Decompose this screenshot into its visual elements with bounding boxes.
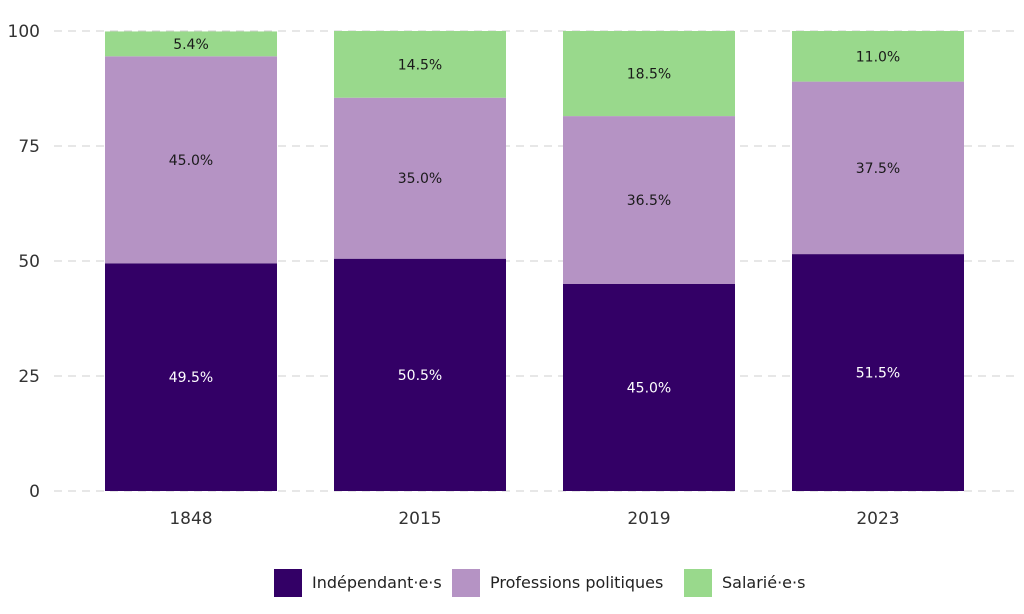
y-tick-label: 50 xyxy=(18,252,40,272)
bar-segment xyxy=(334,97,506,259)
legend-label: Salarié·e·s xyxy=(722,573,805,592)
data-label: 18.5% xyxy=(627,67,671,83)
data-labels: 49.5% 45.0% 5.4% 50.5% 35.0% 14.5% 45.0% 36.5% 1… xyxy=(169,37,900,397)
bar-segment xyxy=(792,31,964,82)
bar-segment xyxy=(105,31,277,57)
data-label: 45.0% xyxy=(169,153,213,169)
data-label: 49.5% xyxy=(169,370,213,386)
legend-swatch xyxy=(274,569,302,597)
data-label: 50.5% xyxy=(398,368,442,384)
data-label: 11.0% xyxy=(856,49,900,65)
bar-segment xyxy=(105,56,277,264)
legend-swatch xyxy=(452,569,480,597)
bar-segment xyxy=(105,263,277,491)
bar-segment xyxy=(563,284,735,491)
bar-segment xyxy=(563,116,735,284)
bar-segment xyxy=(334,258,506,491)
data-label: 14.5% xyxy=(398,57,442,73)
data-label: 51.5% xyxy=(856,366,900,382)
x-axis: 1848 2015 2019 2023 xyxy=(169,509,899,529)
data-label: 35.0% xyxy=(398,171,442,187)
data-label: 45.0% xyxy=(627,381,671,397)
legend-label: Indépendant·e·s xyxy=(312,573,442,592)
x-tick-label: 2015 xyxy=(398,509,441,529)
bar-segment xyxy=(563,31,735,117)
legend: Indépendant·e·s Professions politiques Sal… xyxy=(274,569,805,597)
bar-segment xyxy=(792,254,964,491)
x-tick-label: 1848 xyxy=(169,509,212,529)
data-label: 37.5% xyxy=(856,161,900,177)
x-tick-label: 2023 xyxy=(856,509,899,529)
data-label: 5.4% xyxy=(173,37,209,53)
x-tick-label: 2019 xyxy=(627,509,670,529)
y-tick-label: 100 xyxy=(8,22,40,42)
y-tick-label: 75 xyxy=(18,137,40,157)
y-tick-label: 0 xyxy=(29,482,40,502)
y-axis: 0 25 50 75 100 xyxy=(8,22,40,502)
bars xyxy=(105,31,964,491)
y-tick-label: 25 xyxy=(18,367,40,387)
bar-segment xyxy=(334,31,506,98)
bar-segment xyxy=(792,81,964,255)
data-label: 36.5% xyxy=(627,193,671,209)
legend-swatch xyxy=(684,569,712,597)
legend-label: Professions politiques xyxy=(490,573,663,592)
